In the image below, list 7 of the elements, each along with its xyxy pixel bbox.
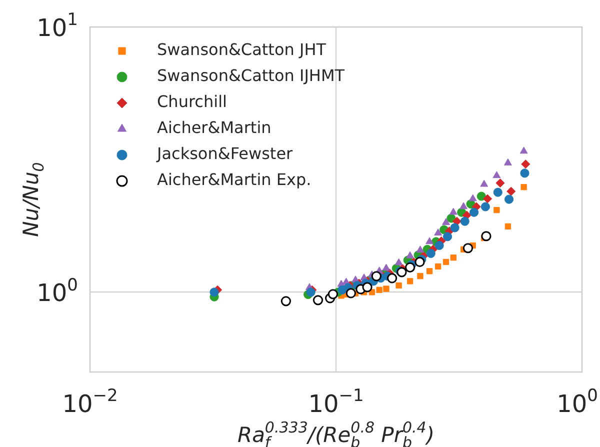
legend-label: Jackson&Fewster <box>156 144 294 164</box>
legend-label: Aicher&Martin Exp. <box>157 170 312 190</box>
y-axis-title: Nu/Nu0 <box>19 162 48 237</box>
legend-label: Churchill <box>157 92 227 112</box>
legend-label: Swanson&Catton JHT <box>157 40 326 60</box>
legend-label: Swanson&Catton IJHMT <box>157 66 345 86</box>
legend-label: Aicher&Martin <box>157 118 272 138</box>
